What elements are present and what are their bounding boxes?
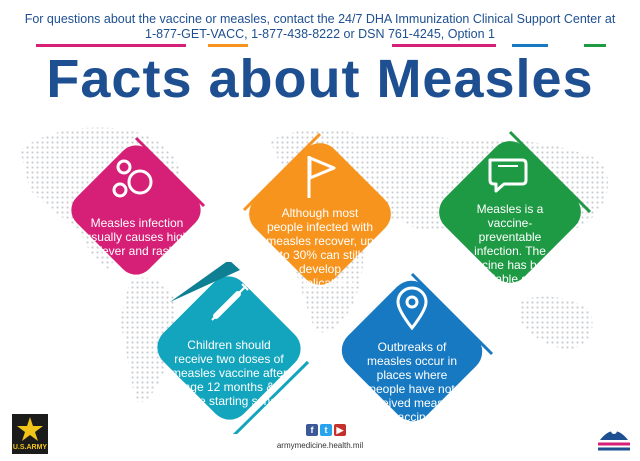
diamond-shape — [157, 262, 310, 434]
stripe-pink — [36, 44, 186, 47]
contact-line-1: For questions about the vaccine or measl… — [24, 12, 616, 26]
army-label: U.S.ARMY — [12, 444, 48, 451]
website-link[interactable]: armymedicine.health.mil — [276, 441, 364, 450]
location-pin-icon — [396, 286, 428, 330]
fact-text-outbreaks: Outbreaks of measles occur in places whe… — [365, 340, 459, 424]
page-title: Facts about Measles — [46, 49, 594, 109]
fact-text-complications: Although most people infected with measl… — [266, 206, 374, 290]
facebook-icon[interactable]: f — [306, 424, 318, 436]
fact-text-two-doses: Children should receive two doses of mea… — [170, 338, 288, 408]
fact-text-fever: Measles infection usually causes high fe… — [84, 216, 190, 258]
diamond-shape — [439, 130, 592, 283]
stripe-orange — [208, 44, 248, 47]
fact-card-fever: Measles infection usually causes high fe… — [58, 132, 214, 288]
fact-card-vaccine-preventable: Measles is a vaccine-preventable infecti… — [424, 126, 596, 300]
fact-card-complications: Although most people infected with measl… — [234, 128, 406, 300]
diamond-shape — [71, 136, 206, 275]
stripe-green — [584, 44, 606, 47]
stripe-pink-2 — [392, 44, 496, 47]
stripe-blue — [512, 44, 548, 47]
contact-line-2: 1-877-GET-VACC, 1-877-438-8222 or DSN 76… — [145, 27, 495, 41]
fact-text-vaccine-preventable: Measles is a vaccine-preventable infecti… — [463, 202, 557, 300]
fact-card-two-doses: Children should receive two doses of mea… — [140, 262, 318, 434]
diamond-shape — [242, 132, 391, 285]
army-logo: U.S.ARMY — [12, 414, 48, 454]
flag-icon — [307, 156, 336, 198]
contact-header: For questions about the vaccine or measl… — [0, 12, 640, 42]
diamond-shape — [341, 272, 494, 422]
speech-bubble-icon — [488, 158, 528, 193]
bubbles-icon — [112, 159, 153, 198]
twitter-icon[interactable]: t — [320, 424, 332, 436]
star-icon — [17, 417, 43, 441]
youtube-icon[interactable]: ▶ — [334, 424, 346, 436]
syringe-icon — [211, 283, 249, 321]
dha-logo — [598, 428, 630, 451]
fact-card-outbreaks: Outbreaks of measles occur in places whe… — [326, 268, 498, 434]
